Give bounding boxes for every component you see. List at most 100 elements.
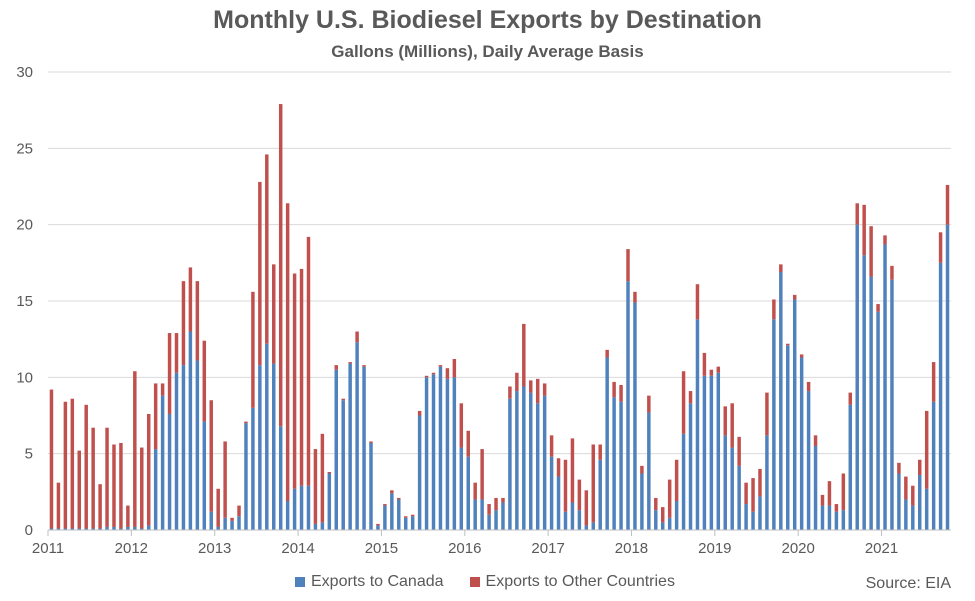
bar-canada	[542, 395, 547, 530]
bar-canada	[278, 426, 283, 530]
chart-subtitle: Gallons (Millions), Daily Average Basis	[331, 42, 644, 61]
bar-canada	[376, 525, 380, 530]
bar-canada	[237, 516, 241, 530]
y-tick-label: 10	[16, 369, 33, 386]
bar-canada	[841, 510, 846, 530]
bar-other	[63, 401, 68, 529]
bar-other	[681, 371, 686, 434]
bar-canada	[56, 528, 61, 530]
bar-canada	[299, 485, 304, 530]
bar-other	[501, 497, 505, 503]
bar-canada	[223, 517, 227, 530]
bar-canada	[174, 372, 179, 530]
bar-canada	[765, 435, 769, 530]
bar-other	[626, 249, 630, 282]
bar-canada	[855, 224, 859, 530]
bar-canada	[883, 244, 887, 530]
x-tick-label: 2011	[32, 540, 64, 557]
bar-canada	[709, 375, 714, 530]
bar-canada	[535, 403, 540, 530]
bar-canada	[737, 465, 741, 530]
bar-canada	[598, 459, 602, 530]
bar-other	[362, 365, 366, 367]
bar-other	[417, 410, 422, 416]
bar-other	[924, 410, 929, 489]
bar-canada	[251, 407, 255, 530]
bar-other	[494, 497, 498, 511]
bar-canada	[292, 488, 297, 530]
legend-swatch-other	[469, 577, 480, 587]
bar-canada	[320, 522, 325, 530]
bar-other	[244, 421, 248, 424]
x-tick-label: 2018	[615, 540, 648, 557]
bar-canada	[688, 403, 693, 530]
bar-canada	[355, 342, 359, 530]
bar-canada	[452, 377, 457, 530]
bar-canada	[431, 374, 436, 530]
legend-swatch-canada	[295, 577, 305, 587]
bar-canada	[786, 345, 790, 530]
bar-other	[146, 413, 151, 526]
bar-other	[160, 383, 165, 396]
bar-canada	[640, 473, 644, 530]
bar-other	[56, 482, 61, 529]
bar-canada	[390, 493, 394, 530]
bar-other	[480, 449, 484, 500]
bar-canada	[244, 423, 248, 530]
bar-canada	[334, 369, 339, 530]
bar-other	[529, 380, 533, 393]
bar-canada	[716, 372, 721, 530]
bar-canada	[459, 447, 464, 530]
bar-canada	[397, 499, 401, 530]
y-tick-label: 20	[16, 217, 33, 234]
bar-other	[251, 291, 255, 408]
bar-other	[265, 154, 269, 344]
legend-item-canada: Exports to Canada	[295, 573, 444, 591]
bar-canada	[869, 276, 873, 530]
bar-canada	[584, 525, 589, 530]
bar-other	[633, 291, 637, 303]
bar-canada	[820, 505, 825, 530]
bar-canada	[730, 447, 734, 530]
bar-other	[897, 462, 901, 474]
bar-other	[598, 444, 602, 460]
bar-canada	[417, 415, 422, 530]
bar-canada	[146, 525, 151, 530]
bar-other	[563, 459, 568, 512]
bar-canada	[702, 375, 707, 530]
bar-other	[848, 392, 853, 405]
bar-other	[119, 442, 123, 529]
bar-other	[70, 398, 75, 529]
bar-canada	[188, 331, 193, 530]
bar-other	[723, 406, 727, 436]
bar-canada	[911, 505, 915, 530]
bar-other	[153, 383, 158, 450]
bar-other	[383, 504, 387, 506]
bar-other	[202, 340, 207, 422]
bar-other	[299, 268, 304, 486]
bar-other	[640, 465, 644, 474]
bar-canada	[792, 299, 797, 530]
x-tick-label: 2013	[198, 540, 231, 557]
bar-other	[320, 433, 325, 523]
bar-canada	[577, 510, 582, 530]
bar-other	[84, 404, 88, 529]
y-tick-label: 0	[25, 522, 33, 539]
x-tick-label: 2012	[115, 540, 148, 557]
bar-other	[390, 490, 394, 494]
bar-other	[278, 104, 283, 427]
bar-canada	[327, 473, 332, 530]
bar-other	[904, 476, 908, 500]
bar-canada	[522, 386, 526, 530]
bar-canada	[438, 366, 443, 530]
source-note: Source: EIA	[865, 575, 951, 592]
bar-other	[223, 441, 227, 518]
chart-title: Monthly U.S. Biodiesel Exports by Destin…	[213, 6, 762, 34]
bar-canada	[695, 319, 700, 530]
bar-canada	[647, 412, 651, 530]
bar-other	[431, 372, 436, 375]
bar-canada	[515, 391, 519, 530]
bar-canada	[619, 401, 623, 530]
bar-canada	[487, 514, 491, 530]
